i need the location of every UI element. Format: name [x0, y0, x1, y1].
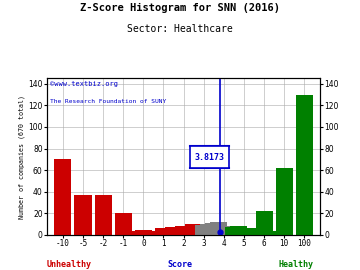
Bar	[240, 228, 257, 235]
Bar	[210, 222, 228, 235]
Bar	[165, 227, 182, 235]
Text: 3.8173: 3.8173	[195, 153, 225, 162]
FancyBboxPatch shape	[190, 146, 229, 168]
Bar	[296, 226, 313, 235]
Bar	[75, 195, 91, 235]
Bar	[220, 228, 237, 235]
Bar	[246, 230, 262, 235]
Text: The Research Foundation of SUNY: The Research Foundation of SUNY	[50, 99, 166, 104]
Bar	[190, 226, 207, 235]
Bar	[95, 195, 112, 235]
Bar	[115, 213, 132, 235]
Text: Unhealthy: Unhealthy	[47, 260, 92, 269]
Bar	[145, 231, 162, 235]
Bar	[135, 230, 152, 235]
Bar	[195, 225, 212, 235]
Bar	[276, 168, 293, 235]
Bar	[205, 223, 222, 235]
Bar	[215, 226, 233, 235]
Bar	[175, 226, 192, 235]
Text: Score: Score	[167, 260, 193, 269]
Text: Sector: Healthcare: Sector: Healthcare	[127, 24, 233, 34]
Bar	[258, 231, 275, 235]
Bar	[235, 230, 252, 235]
Bar	[160, 231, 177, 235]
Bar	[296, 94, 313, 235]
Bar	[257, 231, 274, 235]
Bar	[185, 224, 202, 235]
Bar	[230, 226, 247, 235]
Bar	[225, 227, 242, 235]
Y-axis label: Number of companies (670 total): Number of companies (670 total)	[19, 94, 25, 219]
Bar	[200, 224, 217, 235]
Bar	[251, 231, 267, 235]
Bar	[155, 228, 172, 235]
Text: ©www.textbiz.org: ©www.textbiz.org	[50, 82, 117, 87]
Bar	[256, 211, 273, 235]
Text: Healthy: Healthy	[278, 260, 313, 269]
Text: Z-Score Histogram for SNN (2016): Z-Score Histogram for SNN (2016)	[80, 3, 280, 13]
Bar	[125, 231, 142, 235]
Bar	[170, 230, 187, 235]
Bar	[180, 228, 197, 235]
Bar	[54, 159, 71, 235]
Bar	[259, 231, 276, 235]
